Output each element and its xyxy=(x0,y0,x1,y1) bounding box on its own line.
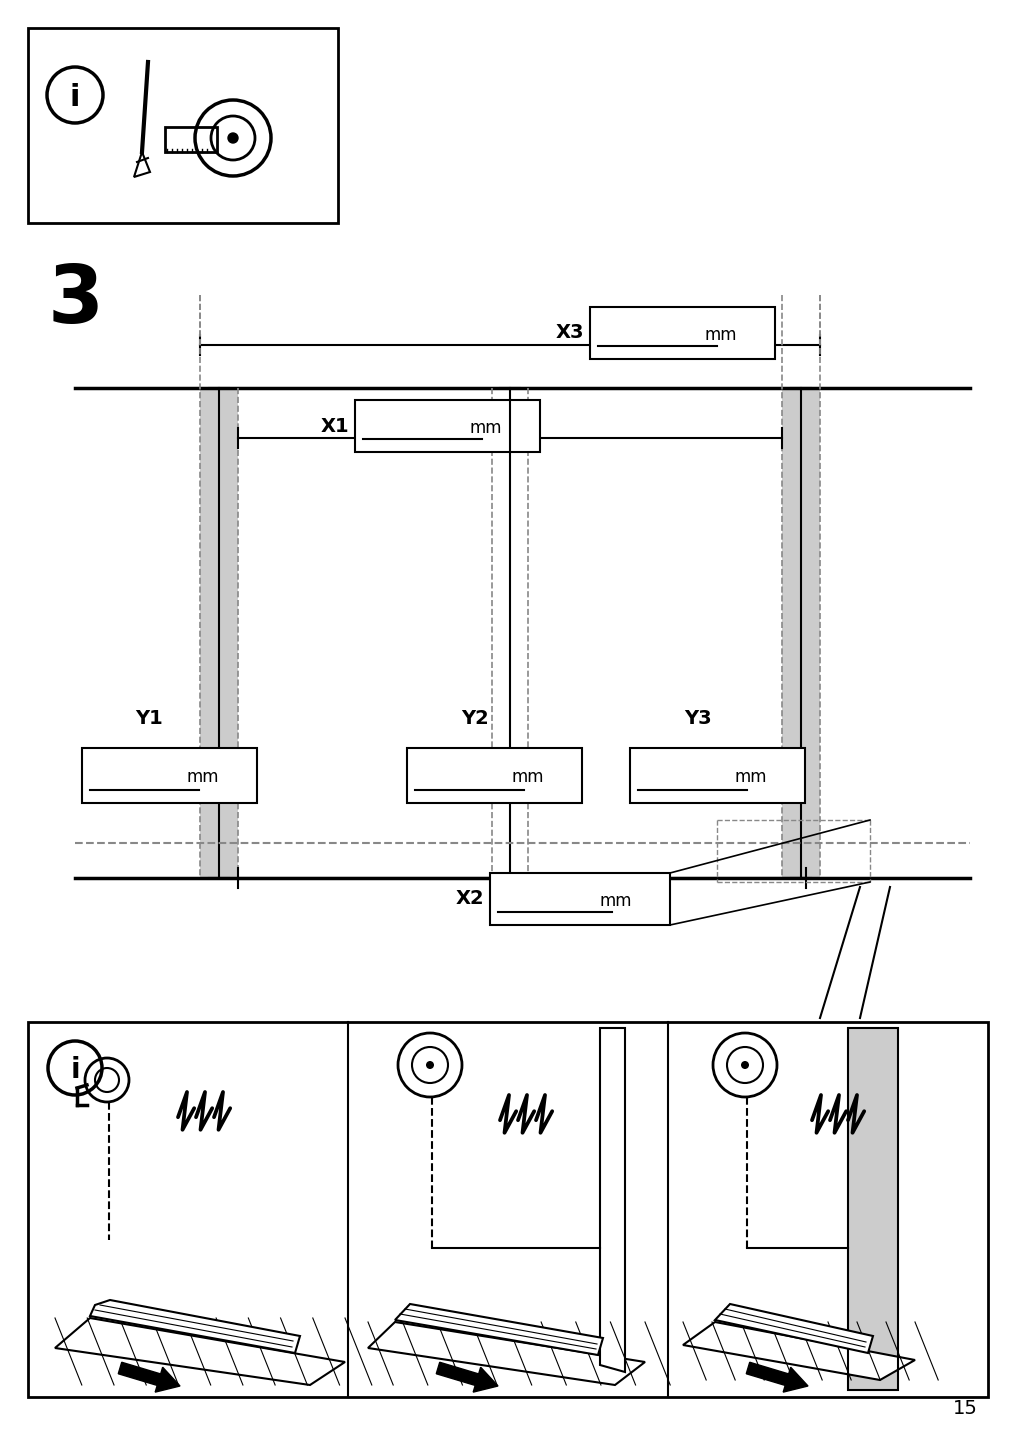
Bar xyxy=(28,29,338,223)
Text: mm: mm xyxy=(734,769,766,786)
Text: i: i xyxy=(70,1055,80,1084)
Text: mm: mm xyxy=(469,420,501,437)
Polygon shape xyxy=(55,1317,345,1385)
Polygon shape xyxy=(682,1322,914,1380)
Polygon shape xyxy=(368,1322,644,1385)
Text: mm: mm xyxy=(512,769,544,786)
Text: Y3: Y3 xyxy=(683,709,711,727)
Circle shape xyxy=(740,1061,748,1070)
Polygon shape xyxy=(133,152,150,178)
Text: mm: mm xyxy=(186,769,218,786)
Polygon shape xyxy=(600,1028,625,1372)
Text: i: i xyxy=(70,83,80,112)
Bar xyxy=(847,1028,897,1390)
Bar xyxy=(82,748,257,803)
Text: X1: X1 xyxy=(320,417,349,435)
Circle shape xyxy=(227,133,238,143)
Text: mm: mm xyxy=(599,892,632,909)
Polygon shape xyxy=(394,1305,603,1355)
FancyArrow shape xyxy=(436,1362,497,1392)
Text: X2: X2 xyxy=(455,889,483,908)
Text: 15: 15 xyxy=(952,1399,977,1418)
Text: mm: mm xyxy=(704,326,736,344)
Bar xyxy=(165,127,216,152)
Bar xyxy=(200,388,238,878)
Circle shape xyxy=(426,1061,434,1070)
Text: Y1: Y1 xyxy=(135,709,163,727)
Bar xyxy=(28,1022,987,1398)
Bar xyxy=(489,874,669,925)
Bar xyxy=(589,306,774,359)
Bar xyxy=(847,1028,897,1390)
FancyArrow shape xyxy=(118,1362,180,1392)
Text: X3: X3 xyxy=(555,324,583,342)
Text: 3: 3 xyxy=(48,262,104,339)
Text: Y2: Y2 xyxy=(461,709,488,727)
Bar xyxy=(782,388,819,878)
Polygon shape xyxy=(90,1300,299,1353)
FancyArrow shape xyxy=(745,1362,807,1392)
Bar xyxy=(355,400,540,453)
Polygon shape xyxy=(715,1305,872,1353)
Bar xyxy=(630,748,804,803)
Bar xyxy=(407,748,582,803)
